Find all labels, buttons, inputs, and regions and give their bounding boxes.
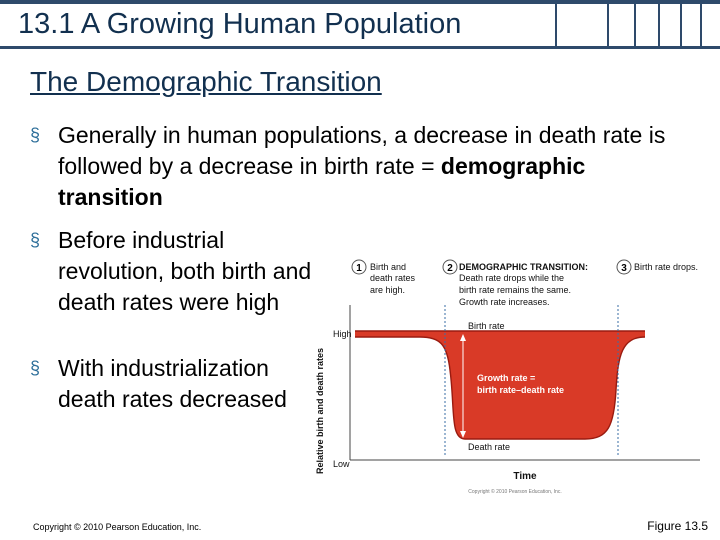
bullet-text: Generally in human populations, a decrea… bbox=[58, 122, 666, 179]
bullet-term: demographic transition bbox=[58, 153, 586, 210]
header-divider bbox=[658, 0, 660, 48]
demographic-transition-diagram: 1 Birth and death rates are high. 2 DEMO… bbox=[315, 259, 700, 495]
stage-2-heading: DEMOGRAPHIC TRANSITION: bbox=[459, 262, 588, 272]
bullet-icon: § bbox=[30, 125, 41, 145]
stage-1-marker: 1 bbox=[351, 259, 367, 275]
bullet-icon: § bbox=[30, 230, 41, 250]
arrow-up-icon bbox=[460, 334, 466, 341]
arrow-down-icon bbox=[460, 431, 466, 438]
stage-1-label: death rates bbox=[370, 273, 416, 283]
stage-3-number: 3 bbox=[621, 263, 627, 274]
header-divider bbox=[607, 0, 609, 48]
y-axis-label: Relative birth and death rates bbox=[315, 348, 325, 474]
stage-2-label: Death rate drops while the bbox=[459, 273, 564, 283]
stage-2-label: birth rate remains the same. bbox=[459, 285, 571, 295]
stage-1-number: 1 bbox=[356, 263, 362, 274]
x-axis-label: Time bbox=[513, 471, 537, 482]
header-divider bbox=[634, 0, 636, 48]
stage-2-number: 2 bbox=[447, 263, 453, 274]
death-rate-label: Death rate bbox=[468, 442, 510, 452]
stage-3-label: Birth rate drops. bbox=[634, 262, 698, 272]
copyright-footer: Copyright © 2010 Pearson Education, Inc. bbox=[33, 522, 202, 532]
stage-1-label: are high. bbox=[370, 285, 405, 295]
growth-rate-area bbox=[355, 331, 645, 439]
bullet-text: Before industrial revolution, both birth… bbox=[58, 227, 312, 315]
low-label: Low bbox=[333, 459, 350, 469]
top-border bbox=[0, 0, 720, 4]
figure-label: Figure 13.5 bbox=[647, 519, 708, 533]
stage-3-marker: 3 bbox=[616, 259, 632, 275]
high-label: High bbox=[333, 329, 352, 339]
slide-subtitle: The Demographic Transition bbox=[30, 66, 382, 97]
header-divider bbox=[555, 0, 557, 48]
slide-title: 13.1 A Growing Human Population bbox=[18, 8, 462, 40]
bullet-icon: § bbox=[30, 358, 41, 378]
bullet-definition: § Generally in human populations, a decr… bbox=[30, 120, 670, 213]
header-rule bbox=[0, 46, 720, 49]
bullet-industrialization: § With industrialization death rates dec… bbox=[30, 353, 330, 415]
header-divider bbox=[680, 0, 682, 48]
growth-rate-label: Growth rate = bbox=[477, 373, 535, 383]
stage-2-label: Growth rate increases. bbox=[459, 297, 550, 307]
stage-1-label: Birth and bbox=[370, 262, 406, 272]
header-divider bbox=[700, 0, 702, 48]
birth-rate-label: Birth rate bbox=[468, 321, 505, 331]
bullet-preindustrial: § Before industrial revolution, both bir… bbox=[30, 225, 330, 318]
figure-copyright: Copyright © 2010 Pearson Education, Inc. bbox=[468, 488, 561, 495]
bullet-text: With industrialization death rates decre… bbox=[58, 355, 287, 412]
growth-rate-label: birth rate–death rate bbox=[477, 385, 564, 395]
stage-2-marker: 2 bbox=[442, 259, 458, 275]
